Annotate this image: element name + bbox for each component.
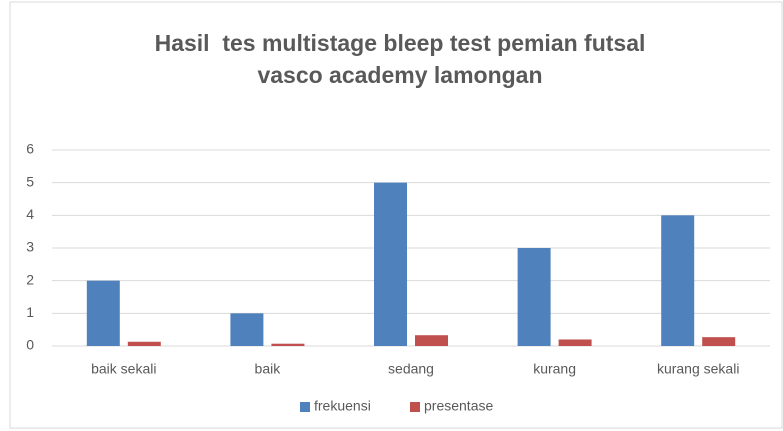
x-tick-label: sedang <box>388 361 434 377</box>
bar <box>271 343 305 346</box>
x-tick-label: baik <box>255 361 282 377</box>
y-tick-label: 2 <box>26 271 34 287</box>
x-tick-label: baik sekali <box>91 361 156 377</box>
bar <box>127 341 161 346</box>
x-tick-label: kurang sekali <box>657 361 740 377</box>
y-tick-label: 5 <box>26 173 34 189</box>
bar <box>558 339 592 346</box>
bar <box>415 335 448 346</box>
legend-swatch <box>300 402 310 412</box>
y-tick-label: 6 <box>26 141 34 157</box>
bar <box>374 182 407 346</box>
bar <box>702 337 736 346</box>
legend-label: presentase <box>424 398 493 414</box>
y-tick-label: 3 <box>26 239 34 255</box>
chart-title: Hasil tes multistage bleep test pemian f… <box>155 30 646 56</box>
y-tick-label: 4 <box>26 206 34 222</box>
y-tick-label: 0 <box>26 337 34 353</box>
x-tick-label: kurang <box>533 361 576 377</box>
y-tick-label: 1 <box>26 304 34 320</box>
legend-swatch <box>410 402 420 412</box>
chart-title: vasco academy lamongan <box>257 62 542 88</box>
bar <box>661 215 695 346</box>
bar <box>230 313 264 346</box>
bar <box>517 248 551 346</box>
bar <box>86 280 120 346</box>
legend-label: frekuensi <box>314 398 371 414</box>
